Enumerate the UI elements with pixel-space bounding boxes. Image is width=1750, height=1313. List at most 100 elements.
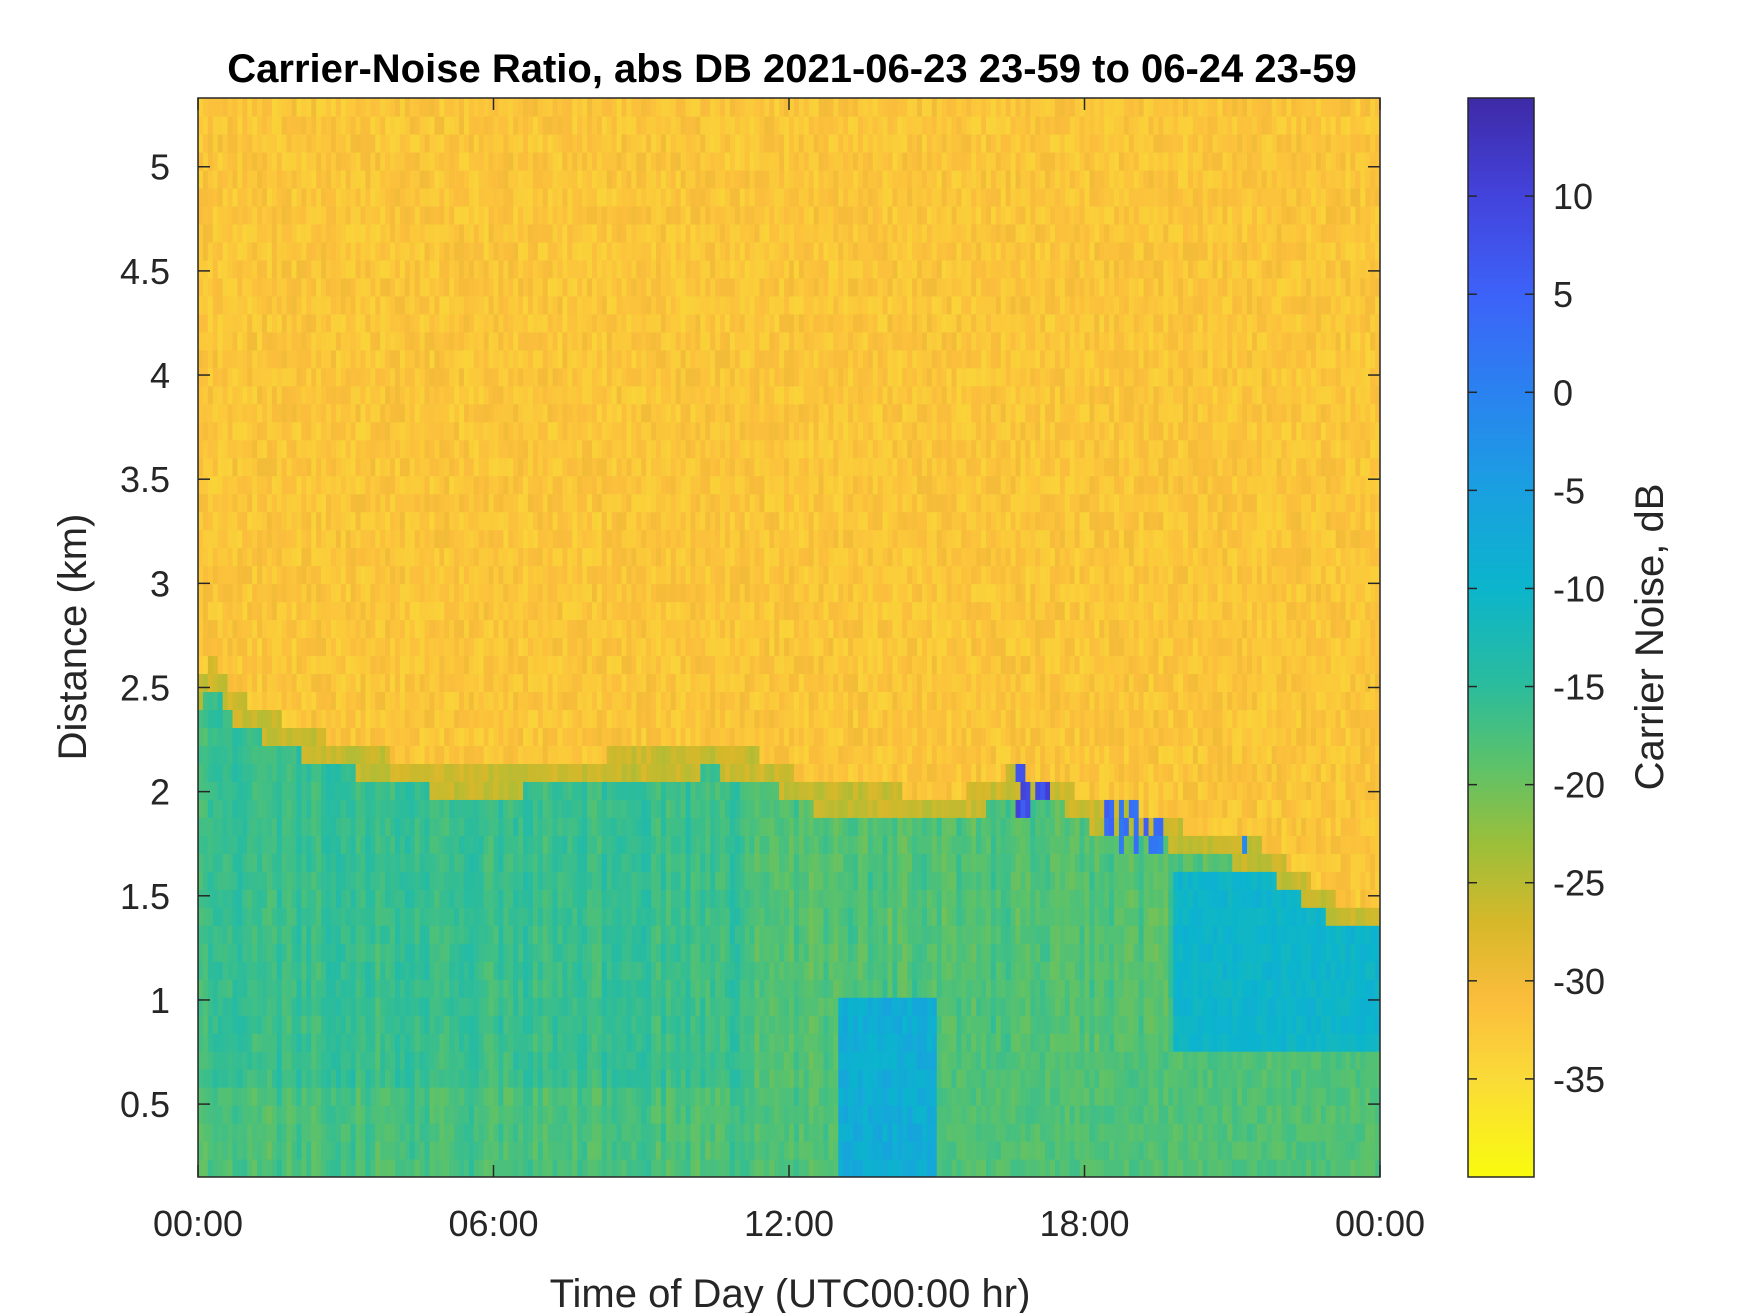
heatmap-cell: [271, 1159, 278, 1177]
heatmap-cell: [370, 871, 376, 890]
heatmap-cell: [587, 1069, 593, 1088]
heatmap-cell: [513, 367, 519, 387]
heatmap-cell: [355, 943, 362, 962]
heatmap-cell: [281, 385, 288, 405]
heatmap-cell: [311, 511, 317, 531]
heatmap-cell: [296, 583, 303, 603]
heatmap-cell: [473, 1105, 480, 1124]
heatmap-cell: [399, 655, 406, 675]
heatmap-cell: [434, 727, 440, 746]
heatmap-cell: [271, 151, 278, 171]
heatmap-cell: [355, 781, 362, 800]
heatmap-cell: [257, 313, 263, 333]
heatmap-cell: [542, 259, 549, 279]
heatmap-cell: [370, 475, 376, 495]
heatmap-cell: [301, 241, 307, 261]
heatmap-cell: [271, 907, 278, 926]
heatmap-cell: [542, 565, 549, 585]
heatmap-cell: [444, 1141, 450, 1160]
heatmap-cell: [488, 1159, 495, 1177]
heatmap-cell: [399, 871, 406, 890]
heatmap-cell: [271, 619, 278, 639]
heatmap-cell: [335, 709, 342, 729]
heatmap-cell: [508, 565, 514, 585]
heatmap-cell: [523, 1087, 529, 1106]
heatmap-cell: [434, 997, 440, 1016]
heatmap-cell: [601, 745, 608, 764]
heatmap-cell: [350, 475, 357, 495]
heatmap-cell: [577, 925, 583, 944]
heatmap-cell: [266, 421, 273, 441]
heatmap-cell: [601, 331, 608, 351]
heatmap-cell: [527, 475, 534, 495]
heatmap-cell: [404, 871, 411, 890]
heatmap-cell: [202, 187, 209, 207]
heatmap-cell: [409, 1069, 416, 1088]
heatmap-cell: [468, 349, 475, 369]
heatmap-cell: [503, 1123, 509, 1142]
heatmap-cell: [301, 223, 307, 243]
heatmap-cell: [596, 889, 603, 908]
heatmap-cell: [493, 799, 500, 818]
heatmap-cell: [523, 187, 529, 207]
heatmap-cell: [370, 241, 376, 261]
heatmap-cell: [468, 691, 475, 711]
heatmap-cell: [321, 493, 327, 513]
heatmap-cell: [326, 565, 332, 585]
heatmap-cell: [523, 601, 529, 621]
heatmap-cell: [395, 583, 401, 603]
heatmap-cell: [434, 1051, 440, 1070]
heatmap-cell: [547, 1087, 554, 1106]
heatmap-cell: [459, 313, 465, 333]
heatmap-cell: [498, 871, 504, 890]
heatmap-cell: [434, 907, 440, 926]
heatmap-cell: [601, 943, 608, 962]
heatmap-cell: [537, 961, 544, 980]
heatmap-cell: [478, 151, 485, 171]
heatmap-cell: [311, 313, 317, 333]
heatmap-cell: [350, 1123, 357, 1142]
heatmap-cell: [316, 1087, 322, 1106]
heatmap-cell: [365, 1159, 371, 1177]
heatmap-cell: [454, 349, 460, 369]
heatmap-cell: [409, 529, 416, 549]
heatmap-cell: [350, 223, 357, 243]
heatmap-cell: [355, 799, 362, 818]
heatmap-cell: [262, 115, 268, 135]
heatmap-cell: [395, 781, 401, 800]
heatmap-cell: [508, 457, 514, 477]
heatmap-cell: [552, 187, 559, 207]
heatmap-cell: [212, 817, 219, 836]
heatmap-cell: [557, 277, 564, 297]
heatmap-cell: [596, 1105, 603, 1124]
heatmap-cell: [281, 367, 288, 387]
heatmap-cell: [414, 295, 421, 315]
heatmap-cell: [232, 727, 238, 746]
heatmap-cell: [370, 349, 376, 369]
heatmap-cell: [523, 745, 529, 764]
heatmap-cell: [567, 241, 573, 261]
heatmap-cell: [557, 637, 564, 657]
heatmap-cell: [557, 511, 564, 531]
heatmap-cell: [537, 475, 544, 495]
heatmap-cell: [335, 1123, 342, 1142]
heatmap-cell: [508, 223, 514, 243]
heatmap-cell: [330, 98, 337, 117]
heatmap-cell: [518, 457, 524, 477]
heatmap-cell: [419, 313, 426, 333]
heatmap-cell: [330, 979, 337, 998]
heatmap-cell: [567, 1087, 573, 1106]
heatmap-cell: [242, 583, 248, 603]
heatmap-cell: [523, 835, 529, 854]
heatmap-cell: [316, 565, 322, 585]
heatmap-cell: [262, 349, 268, 369]
heatmap-cell: [335, 511, 342, 531]
heatmap-cell: [212, 241, 219, 261]
heatmap-cell: [252, 763, 258, 782]
heatmap-cell: [542, 745, 549, 764]
heatmap-cell: [601, 439, 608, 459]
heatmap-cell: [557, 1033, 564, 1052]
heatmap-cell: [257, 475, 263, 495]
heatmap-cell: [212, 637, 219, 657]
heatmap-cell: [227, 1051, 234, 1070]
